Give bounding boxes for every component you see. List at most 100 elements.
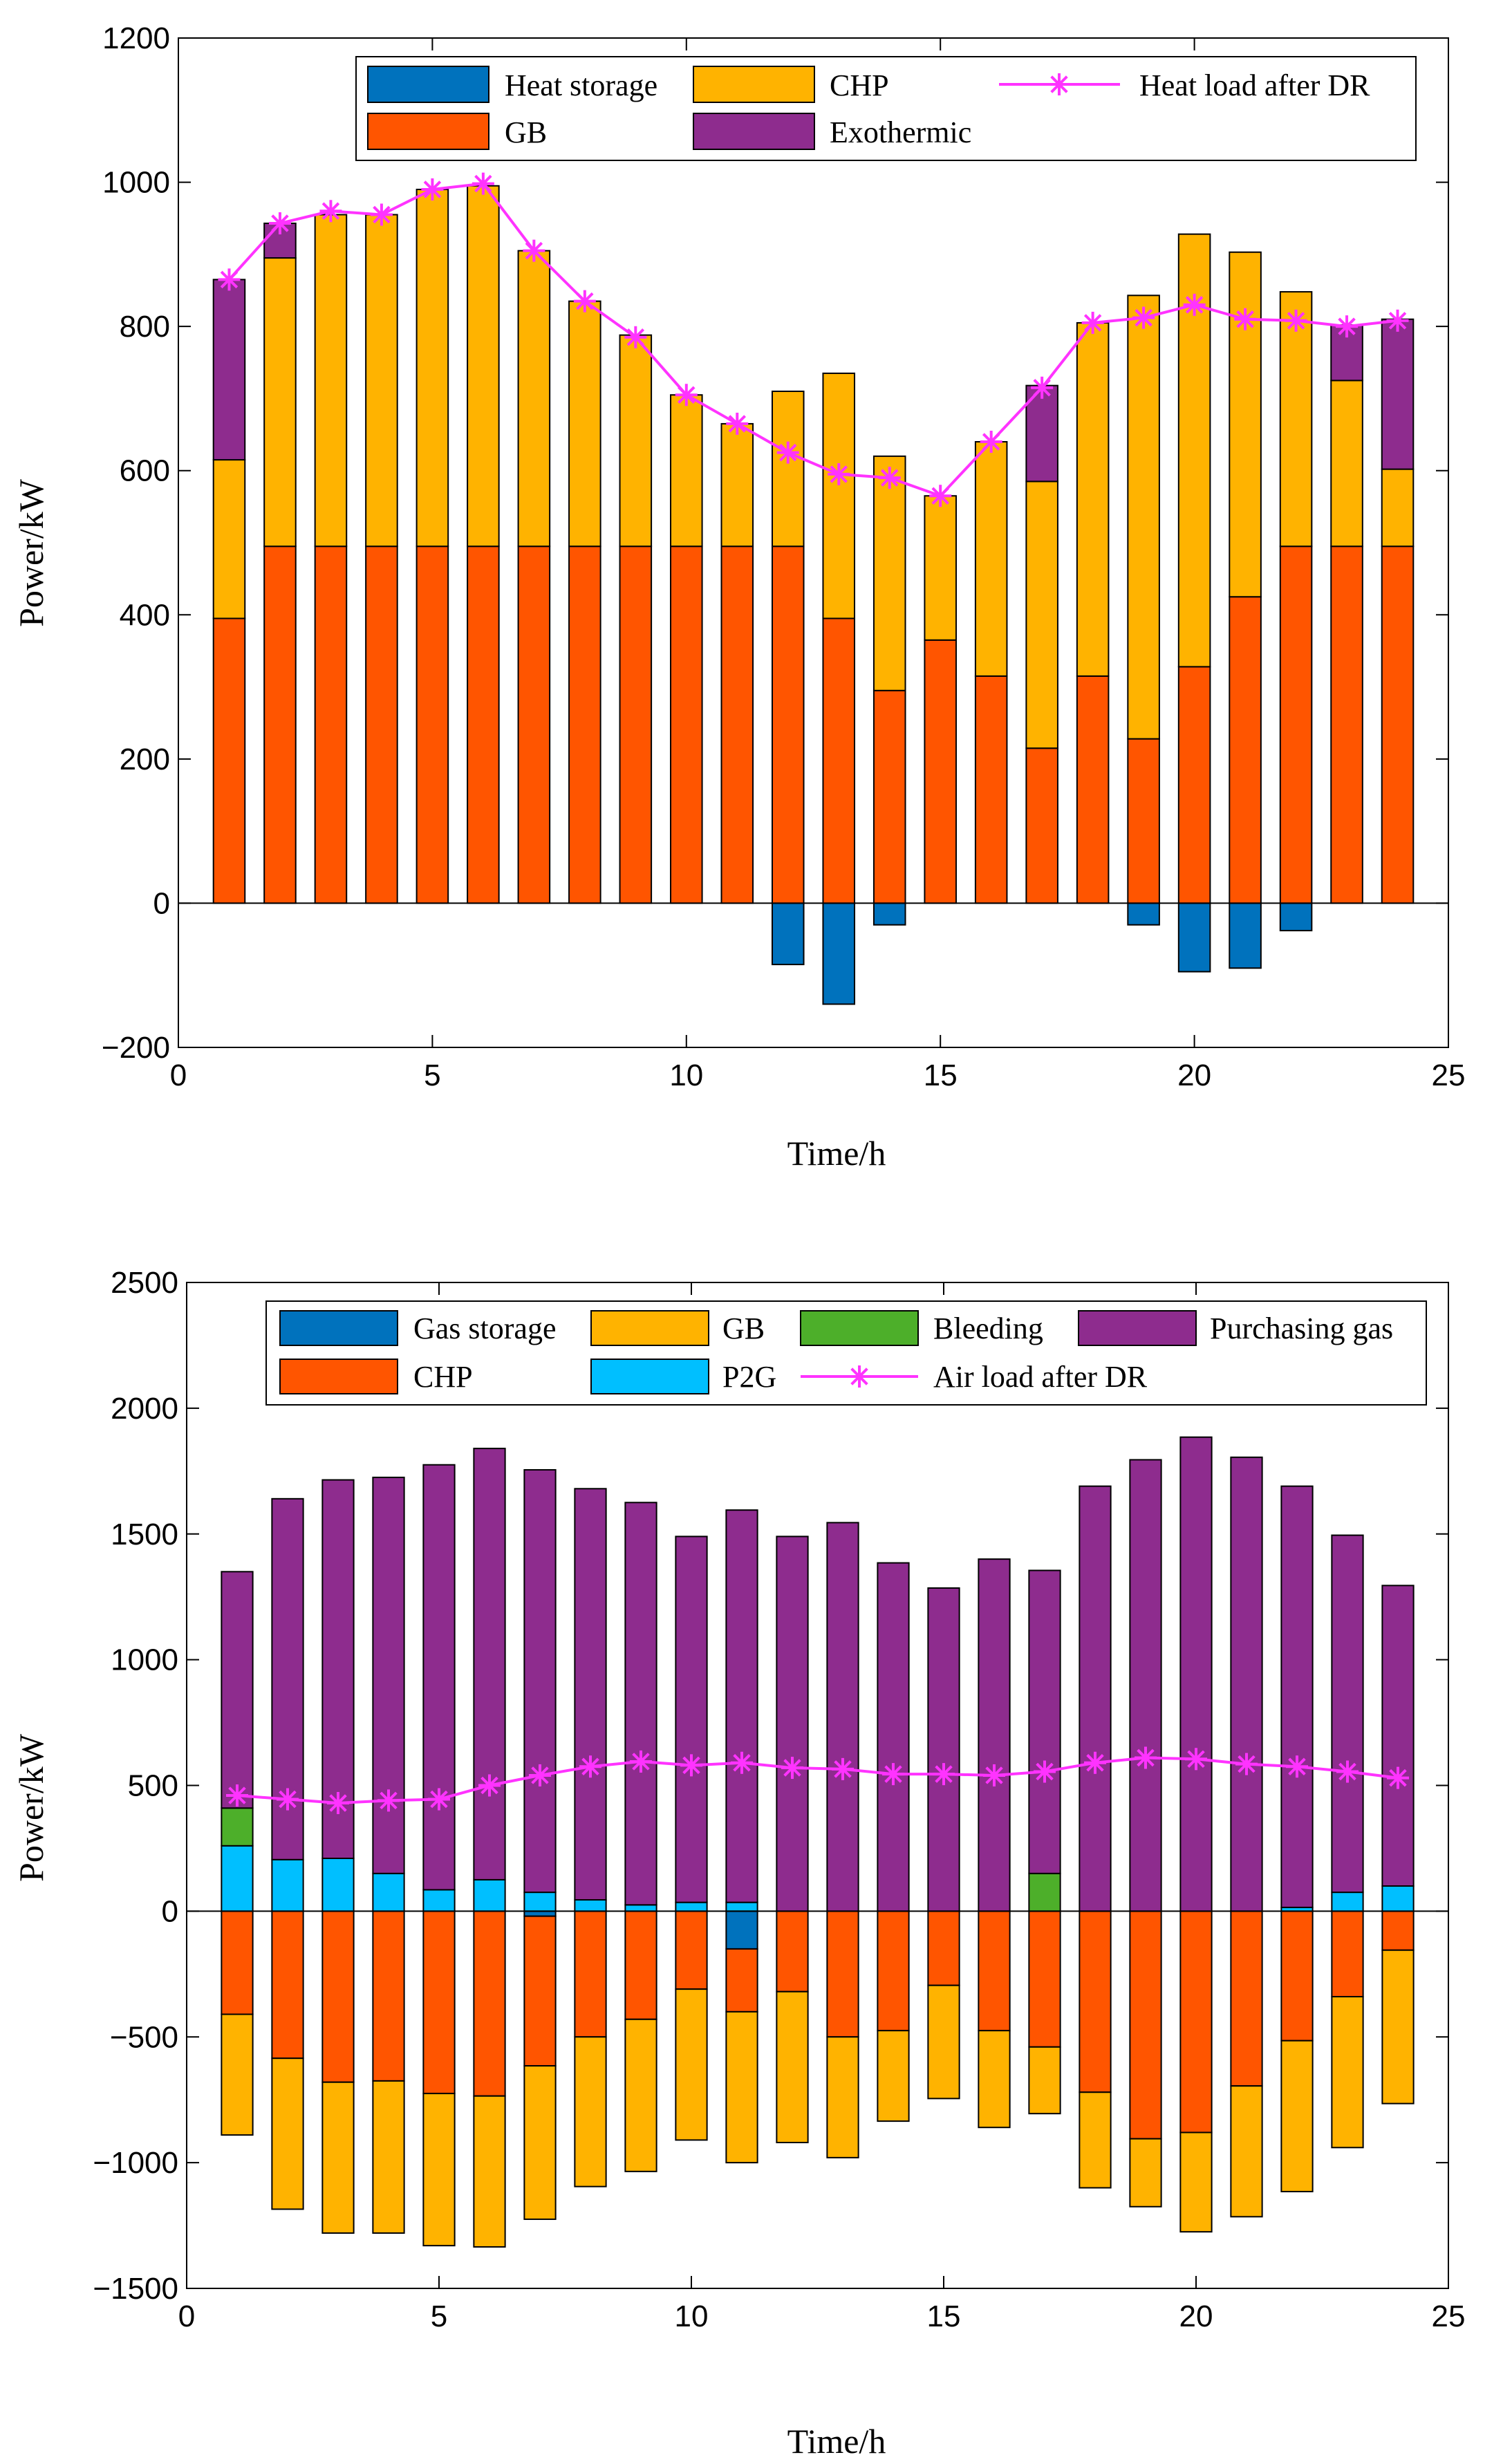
heat-bar-gb [670,545,703,904]
gas-bar-purchasing-gas [1079,1485,1112,1912]
heat-bar-chp [1279,291,1313,548]
gas-bar-p2g [574,1899,607,1912]
gas-bar-gb [776,1990,809,2144]
gas-bar-purchasing-gas [1179,1436,1213,1912]
heat-load-point [573,290,596,312]
gas-load-point [1235,1753,1258,1775]
heat-load-point [1031,376,1054,399]
gas-bar-purchasing-gas [1280,1485,1314,1908]
legend-swatch-chp-gas [279,1359,398,1394]
heat-bar-chp [974,441,1008,677]
gas-bar-gb [221,2013,254,2136]
heat-bar-chp [263,257,297,548]
gas-bar-chp [1129,1910,1162,2140]
heat-bar-gb [974,675,1008,904]
heat-bar-gb [924,639,957,904]
heat-load-point [472,172,494,195]
gas-bar-chp [372,1910,405,2082]
heat-bar-chp [771,391,805,548]
gas-chart-tick-labels: 0 5 10 15 20 25 −1500 −1000 −500 0 500 1000 1500 2000… [93,1266,1465,2333]
gas-chart-plot-frame [186,1282,1449,2289]
gas-bar-gb [574,2036,607,2187]
heat-bar-gb [1127,738,1160,904]
gas-bar-purchasing-gas [675,1536,708,1903]
heat-bar-gb [1025,747,1058,904]
heat-load-point [319,200,342,223]
gas-bar-gb [624,2018,657,2172]
heat-bar-chp [1025,480,1058,749]
legend-swatch-chp [693,66,815,103]
heat-bar-chp [822,372,856,619]
gas-bar-gb [271,2057,304,2210]
gas-bar-p2g [473,1878,506,1912]
gas-bar-chp [473,1910,506,2097]
legend-swatch-heat-storage [367,66,489,103]
gas-bar-gb [1028,2046,1061,2115]
heat-bar-chp [365,214,398,548]
gas-y-tick-label: 500 [128,1769,178,1803]
gas-load-point [933,1763,955,1786]
gas-bar-gb [372,2080,405,2234]
heat-bar-gb [517,545,551,904]
heat-bar-chp [619,334,653,548]
gas-bar-gb [1230,2085,1263,2218]
gas-bar-gb [422,2093,456,2247]
gas-load-point [226,1784,248,1807]
heat-bar-gb [416,545,449,904]
gas-x-tick-label: 0 [178,2299,195,2333]
heat-x-tick-label: 25 [1432,1058,1466,1092]
gas-bar-chp [725,1948,758,2013]
gas-bar-chp [927,1910,960,1986]
gas-bar-purchasing-gas [523,1468,557,1894]
gas-bar-p2g [422,1889,456,1912]
gas-x-tick-label: 25 [1432,2299,1466,2333]
legend-label-gas-storage: Gas storage [413,1312,557,1345]
heat-load-point [980,431,1002,453]
gas-chart-legend: Gas storage GB Bleeding Purchasing gas C… [265,1300,1427,1406]
gas-bar-purchasing-gas [1028,1569,1061,1874]
heat-load-point [675,384,698,407]
gas-y-tick-label: 2500 [111,1266,178,1300]
heat-bar-gb [365,545,398,904]
gas-bar-gb [1280,2040,1314,2192]
legend-swatch-p2g [590,1359,709,1394]
gas-bar-chp [574,1910,607,2038]
heat-bar-chp [1127,295,1160,740]
gas-bar-bleeding [1028,1872,1061,1912]
gas-bar-chp [422,1910,456,2095]
heat-bar-gb [212,617,246,904]
gas-bar-chp [1179,1910,1213,2134]
gas-load-point [1185,1748,1207,1771]
gas-bar-purchasing-gas [422,1464,456,1891]
gas-bar-gb [725,2010,758,2164]
heat-load-point [370,203,393,226]
heat-bar-chp [517,250,551,548]
gas-bar-chp [1079,1910,1112,2093]
gas-y-tick-label: −500 [110,2020,178,2054]
gas-chart-bars [221,1436,1415,2248]
heat-load-point [1183,293,1206,316]
gas-bar-p2g [271,1858,304,1912]
gas-bar-purchasing-gas [1381,1585,1415,1887]
heat-bar-gb [822,617,856,904]
heat-bar-gb [314,545,348,904]
gas-bar-purchasing-gas [826,1522,859,1912]
gas-y-tick-label: −1500 [93,2272,178,2306]
gas-load-point [1336,1760,1359,1783]
heat-bar-exothermic [212,279,246,461]
legend-label-chp-gas: CHP [413,1360,473,1394]
gas-bar-chp [271,1910,304,2060]
heat-bar-chp [872,455,906,691]
heat-bar-gb [720,545,754,904]
heat-load-point [878,467,901,489]
heat-load-point [828,463,850,485]
gas-bar-gas-storage [725,1910,758,1950]
gas-bar-purchasing-gas [978,1558,1011,1912]
gas-load-point [277,1788,299,1811]
heat-load-point [421,178,444,200]
gas-bar-gb [1129,2138,1162,2208]
legend-label-heat-load: Heat load after DR [1139,68,1370,102]
gas-bar-purchasing-gas [372,1476,405,1874]
